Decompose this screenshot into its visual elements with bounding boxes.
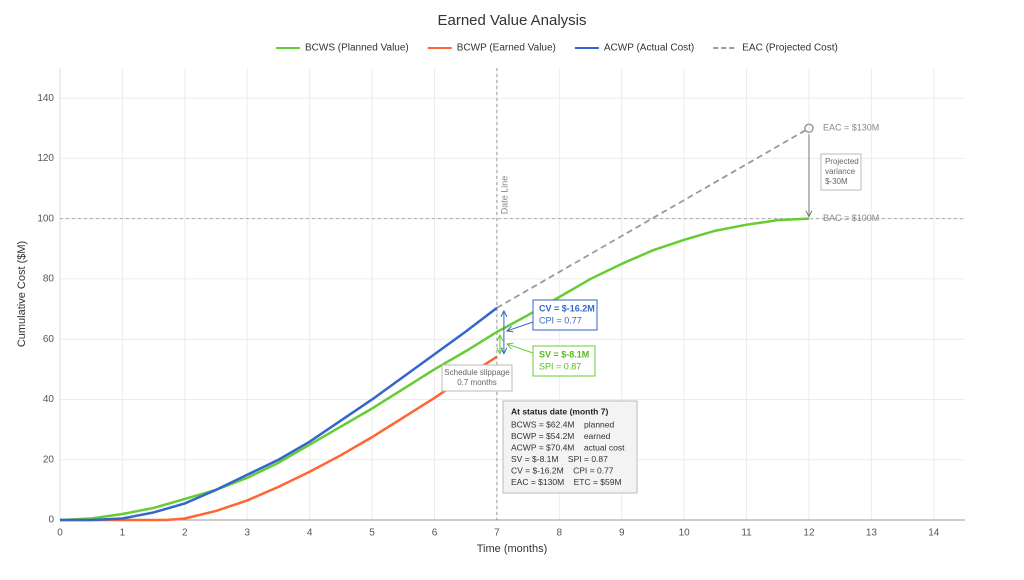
variance-text: $-30M: [825, 177, 848, 186]
status-line: EAC = $130M ETC = $59M: [511, 477, 622, 487]
y-axis-title: Cumulative Cost ($M): [16, 241, 28, 347]
status-box: [502, 400, 638, 494]
legend-label: ACWP (Actual Cost): [604, 43, 694, 54]
slippage-text: Schedule slippage: [444, 368, 510, 377]
legend-label: EAC (Projected Cost): [742, 43, 838, 54]
status-title: At status date (month 7): [511, 406, 608, 416]
y-tick-label: 0: [48, 515, 54, 526]
y-tick-label: 100: [37, 213, 54, 224]
legend-label: BCWP (Earned Value): [457, 43, 556, 54]
series-line: [59, 217, 810, 522]
x-tick-label: 9: [619, 528, 625, 539]
series-line: [60, 306, 498, 522]
x-tick-label: 12: [803, 528, 815, 539]
y-tick-label: 40: [43, 394, 55, 405]
status-line: ACWP = $70.4M actual cost: [511, 442, 625, 452]
x-tick-label: 4: [307, 528, 313, 539]
series-line: [60, 355, 498, 522]
x-tick-label: 11: [741, 528, 752, 539]
sv-box: [532, 345, 596, 377]
date-line-label: Date Line: [499, 176, 509, 215]
x-tick-label: 1: [120, 528, 126, 539]
chart-title: Earned Value Analysis: [438, 12, 587, 29]
x-tick-label: 7: [494, 528, 500, 539]
x-tick-label: 0: [57, 528, 63, 539]
slippage-text: 0.7 months: [457, 378, 497, 387]
cv-box: [532, 299, 598, 331]
sv-pointer: [507, 344, 534, 354]
x-tick-label: 3: [244, 528, 250, 539]
x-tick-label: 6: [432, 528, 438, 539]
status-line: CV = $-16.2M CPI = 0.77: [511, 465, 614, 475]
eac-marker: [804, 123, 814, 134]
legend-label: BCWS (Planned Value): [305, 43, 409, 54]
x-axis-title: Time (months): [477, 543, 548, 555]
bac-label: BAC = $100M: [823, 213, 879, 223]
cv-title: CV = $-16.2M: [539, 303, 595, 313]
x-tick-label: 5: [369, 528, 375, 539]
variance-text: Projected: [825, 157, 859, 166]
y-tick-label: 20: [43, 454, 55, 465]
cv-text: CPI = 0.77: [539, 315, 582, 325]
x-tick-label: 13: [866, 528, 878, 539]
x-tick-label: 8: [557, 528, 563, 539]
eac-label: EAC = $130M: [823, 123, 879, 133]
x-tick-label: 14: [928, 528, 940, 539]
sv-text: SPI = 0.87: [539, 361, 581, 371]
slippage-box: [441, 364, 513, 392]
y-tick-label: 140: [37, 93, 54, 104]
y-tick-label: 60: [43, 334, 55, 345]
y-tick-label: 80: [43, 274, 55, 285]
status-line: SV = $-8.1M SPI = 0.87: [511, 454, 608, 464]
status-line: BCWP = $54.2M earned: [511, 431, 611, 441]
series-line: [496, 127, 810, 309]
cv-pointer: [507, 321, 534, 331]
status-line: BCWS = $62.4M planned: [511, 419, 615, 429]
x-tick-label: 2: [182, 528, 188, 539]
y-tick-label: 120: [37, 153, 54, 164]
x-tick-label: 10: [679, 528, 691, 539]
variance-box: [820, 153, 862, 191]
sv-title: SV = $-8.1M: [539, 349, 589, 359]
variance-text: variance: [825, 167, 856, 176]
